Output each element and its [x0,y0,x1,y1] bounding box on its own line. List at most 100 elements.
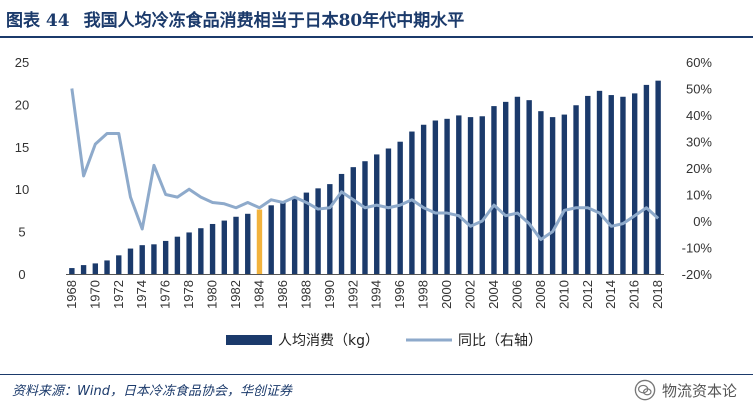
yoy-line [70,88,660,242]
x-tick-label: 1972 [111,280,126,309]
bar [561,114,568,274]
bar [467,117,474,275]
bar [245,213,251,274]
bar-highlight [256,209,263,274]
y-right-tick: -10% [682,241,713,256]
bar [655,80,661,274]
bar [432,120,439,274]
bar [327,184,333,274]
bar [69,268,75,274]
bar [491,106,497,274]
y-left-tick: 20 [15,97,29,112]
y-left-tick: 10 [15,182,29,197]
bar [397,141,403,274]
bar [162,240,169,274]
x-tick-label: 1984 [251,280,266,309]
figure-number: 图表 44 [6,11,70,31]
x-tick-label: 1994 [369,280,384,309]
bar [596,90,603,274]
bar [80,265,87,274]
legend-bar-label: 人均消费（kg） [278,333,379,349]
bar [538,111,544,275]
x-tick-label: 2006 [509,280,524,309]
bar [503,101,509,274]
x-tick-label: 1976 [158,280,173,309]
bar [608,95,614,274]
y-left-tick: 0 [18,267,25,282]
bar [116,255,122,274]
bar [104,260,110,274]
x-tick-label: 2016 [627,280,642,309]
figure-title-text: 我国人均冷冻食品消费相当于日本80年代中期水平 [83,11,465,31]
x-tick-label: 1978 [181,280,196,309]
bar [444,118,450,274]
bar [268,205,274,274]
y-left-tick: 25 [15,55,29,70]
legend-bar-swatch [226,335,272,345]
bar [385,148,392,274]
x-tick-label: 2004 [486,280,501,309]
y-right-tick: 30% [686,135,712,150]
x-tick-label: 1968 [64,280,79,309]
source-note: 资料来源：Wind，日本冷冻食品协会，华创证券 [12,384,292,399]
title-divider [0,36,753,38]
bar [315,188,321,274]
legend-line-label: 同比（右轴） [458,333,542,349]
bar [338,173,345,274]
y-right-tick: 40% [686,108,712,123]
bar [198,228,204,274]
right-axis: -20% -10% 0% 10% 20% 30% 40% 50% 60% [682,55,713,282]
y-right-tick: 0% [693,214,712,229]
y-left-tick: 5 [18,225,25,240]
chart-title: 图表 44 我国人均冷冻食品消费相当于日本80年代中期水平 [6,6,464,31]
x-tick-label: 1970 [87,280,102,309]
bar [573,105,579,274]
x-tick-label: 1998 [416,280,431,309]
x-tick-label: 1982 [228,280,243,309]
y-right-tick: 20% [686,161,712,176]
bar [643,84,650,275]
y-right-tick: -20% [682,267,713,282]
bar [291,196,298,274]
bar-series [69,80,661,275]
x-tick-label: 1988 [298,280,313,309]
watermark: 物流资本论 [634,379,737,401]
x-tick-label: 2010 [556,280,571,309]
x-tick-label: 2012 [580,280,595,309]
bar [514,96,521,274]
wechat-icon [634,379,656,401]
y-right-tick: 60% [686,55,712,70]
x-tick-label: 1992 [345,280,360,309]
y-right-tick: 50% [686,82,712,97]
bar [139,245,145,274]
bar [350,167,356,274]
footer-divider [0,374,753,375]
x-tick-label: 2018 [650,280,665,309]
bar [221,220,227,274]
x-tick-label: 1990 [322,280,337,309]
legend: 人均消费（kg） 同比（右轴） [226,333,542,349]
bar [92,263,99,274]
x-tick-label: 2014 [603,280,618,309]
bar [420,124,427,274]
x-tick-label: 1996 [392,280,407,309]
bar [151,244,157,274]
bar [374,154,380,274]
bar [127,248,134,274]
x-tick-label: 1986 [275,280,290,309]
line-series [70,88,660,242]
left-axis: 0 5 10 15 20 25 [15,55,29,282]
watermark-text: 物流资本论 [661,381,737,400]
x-tick-label: 1974 [134,280,149,309]
y-right-tick: 10% [686,188,712,203]
bar [585,95,591,274]
bar [233,216,239,274]
bar [174,236,181,274]
x-axis: 1968 1970 1972 1974 1976 1978 1980 1982 1984 1986… [64,280,665,309]
bar [280,201,286,274]
bar [186,232,192,274]
x-tick-label: 2000 [439,280,454,309]
bar [209,223,216,274]
x-tick-label: 1980 [205,280,220,309]
